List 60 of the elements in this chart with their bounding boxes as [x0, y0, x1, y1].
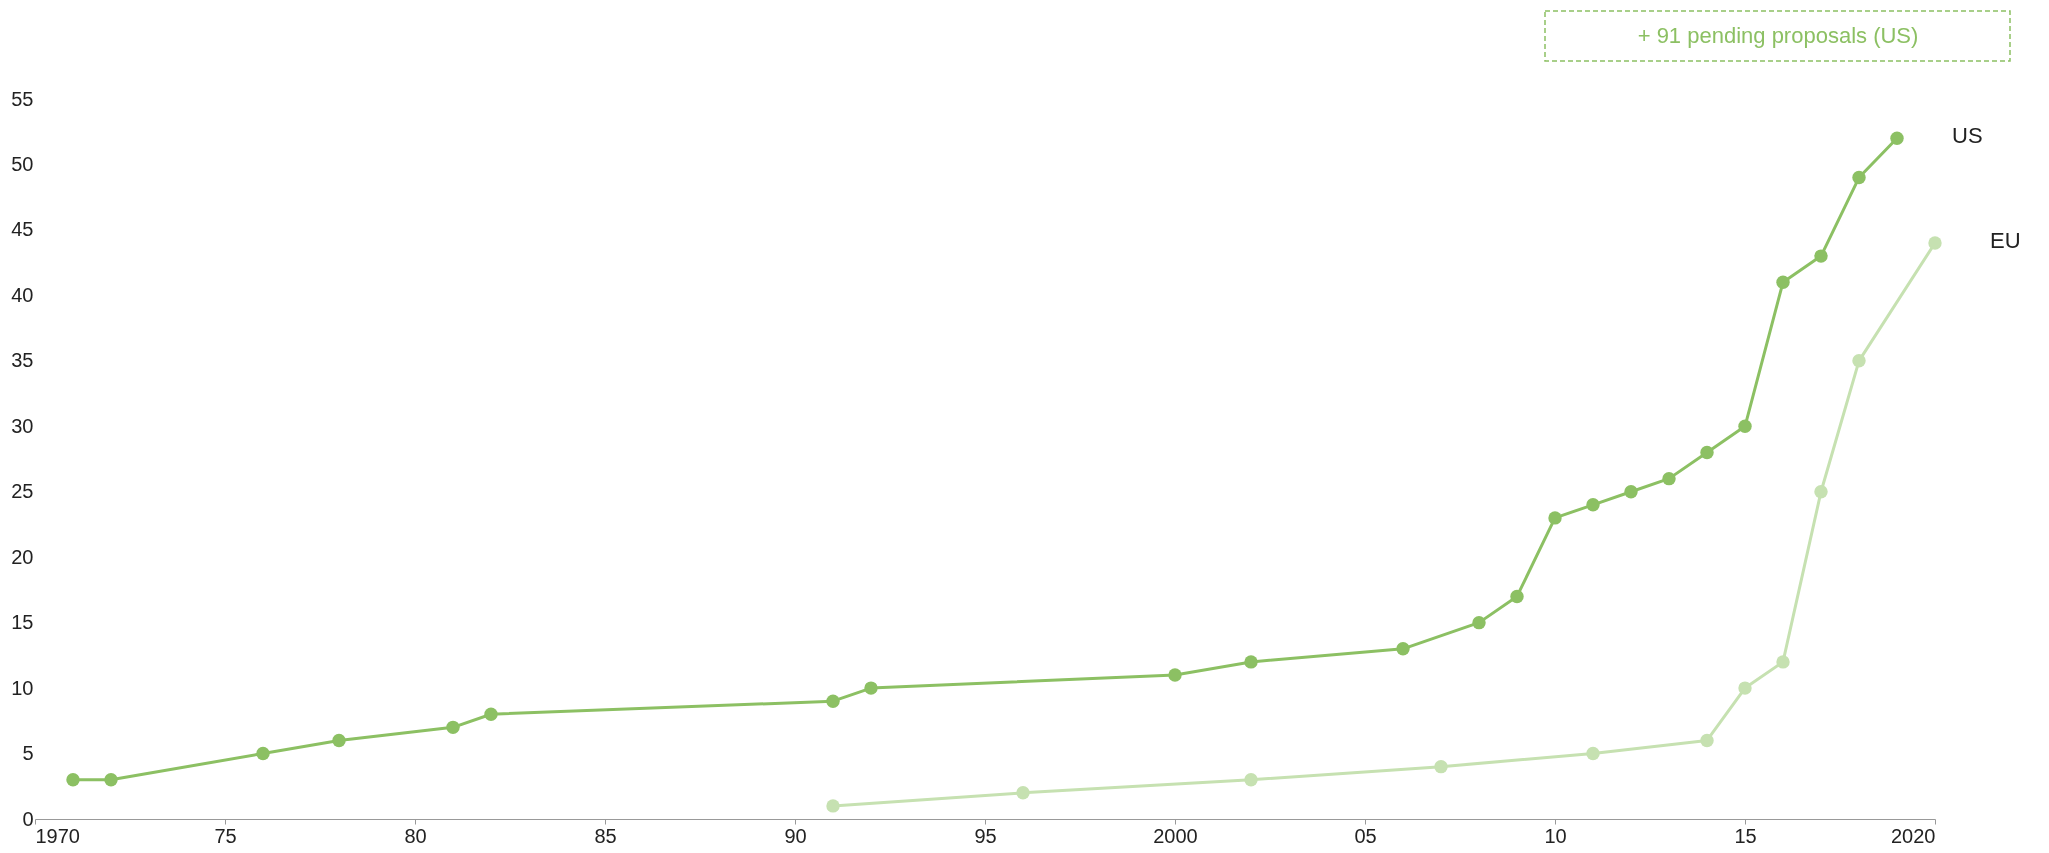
- point: [104, 773, 118, 787]
- point: [864, 681, 878, 695]
- point: [1624, 485, 1638, 499]
- point: [1814, 485, 1828, 499]
- point: [1814, 249, 1828, 263]
- point: [1244, 655, 1258, 669]
- y-tick-label: 50: [11, 152, 34, 175]
- point: [1586, 498, 1600, 512]
- y-tick-label: 20: [11, 545, 34, 568]
- x-tick-label: 10: [1544, 824, 1567, 847]
- point: [1586, 746, 1600, 761]
- point: [1244, 773, 1258, 787]
- y-tick-label: 25: [11, 480, 34, 503]
- point: [1738, 419, 1752, 433]
- x-tick-label: 90: [784, 824, 807, 847]
- point: [1472, 615, 1486, 630]
- x-tick-label: 2000: [1153, 824, 1198, 847]
- x-tick-label: 2020: [1891, 824, 1936, 847]
- point: [826, 799, 840, 813]
- point: [1890, 131, 1904, 145]
- y-tick-label: 30: [11, 414, 34, 437]
- x-tick-label: 85: [594, 824, 617, 847]
- text: EU: [1990, 228, 2021, 253]
- y-tick-label: 45: [11, 218, 34, 241]
- point: [1662, 471, 1676, 486]
- y-tick-label: 0: [22, 807, 34, 830]
- y-tick-label: 10: [11, 676, 34, 699]
- x-tick-label: 1970: [35, 824, 80, 847]
- y-tick-label: 5: [22, 742, 34, 765]
- y-tick-label: 55: [11, 87, 34, 110]
- point: [1434, 759, 1448, 774]
- x-tick-label: 95: [974, 824, 997, 847]
- point: [332, 733, 346, 748]
- point: [256, 746, 270, 761]
- x-tick-label: 05: [1354, 824, 1377, 847]
- x-tick-label: 15: [1734, 824, 1757, 847]
- point: [1548, 511, 1562, 525]
- point: [1016, 786, 1030, 800]
- y-tick-label: 15: [11, 611, 34, 634]
- point: [1738, 681, 1752, 695]
- point: [1928, 236, 1942, 250]
- x-tick-label: 75: [214, 824, 237, 847]
- point: [446, 720, 460, 735]
- point: [484, 707, 498, 721]
- point: [1852, 170, 1866, 185]
- point: [826, 694, 840, 708]
- point: [1700, 445, 1714, 460]
- point: [1396, 642, 1410, 656]
- point: [1852, 354, 1866, 368]
- point: [1776, 275, 1790, 289]
- point: [1700, 733, 1714, 748]
- x-tick-label: 80: [404, 824, 427, 847]
- point: [66, 773, 80, 787]
- text: + 91 pending proposals (US): [1637, 23, 1919, 48]
- text: US: [1952, 123, 1983, 149]
- point: [1776, 655, 1790, 669]
- y-tick-label: 40: [11, 283, 34, 306]
- point: [1168, 668, 1182, 682]
- y-tick-label: 35: [11, 349, 34, 372]
- point: [1510, 589, 1524, 604]
